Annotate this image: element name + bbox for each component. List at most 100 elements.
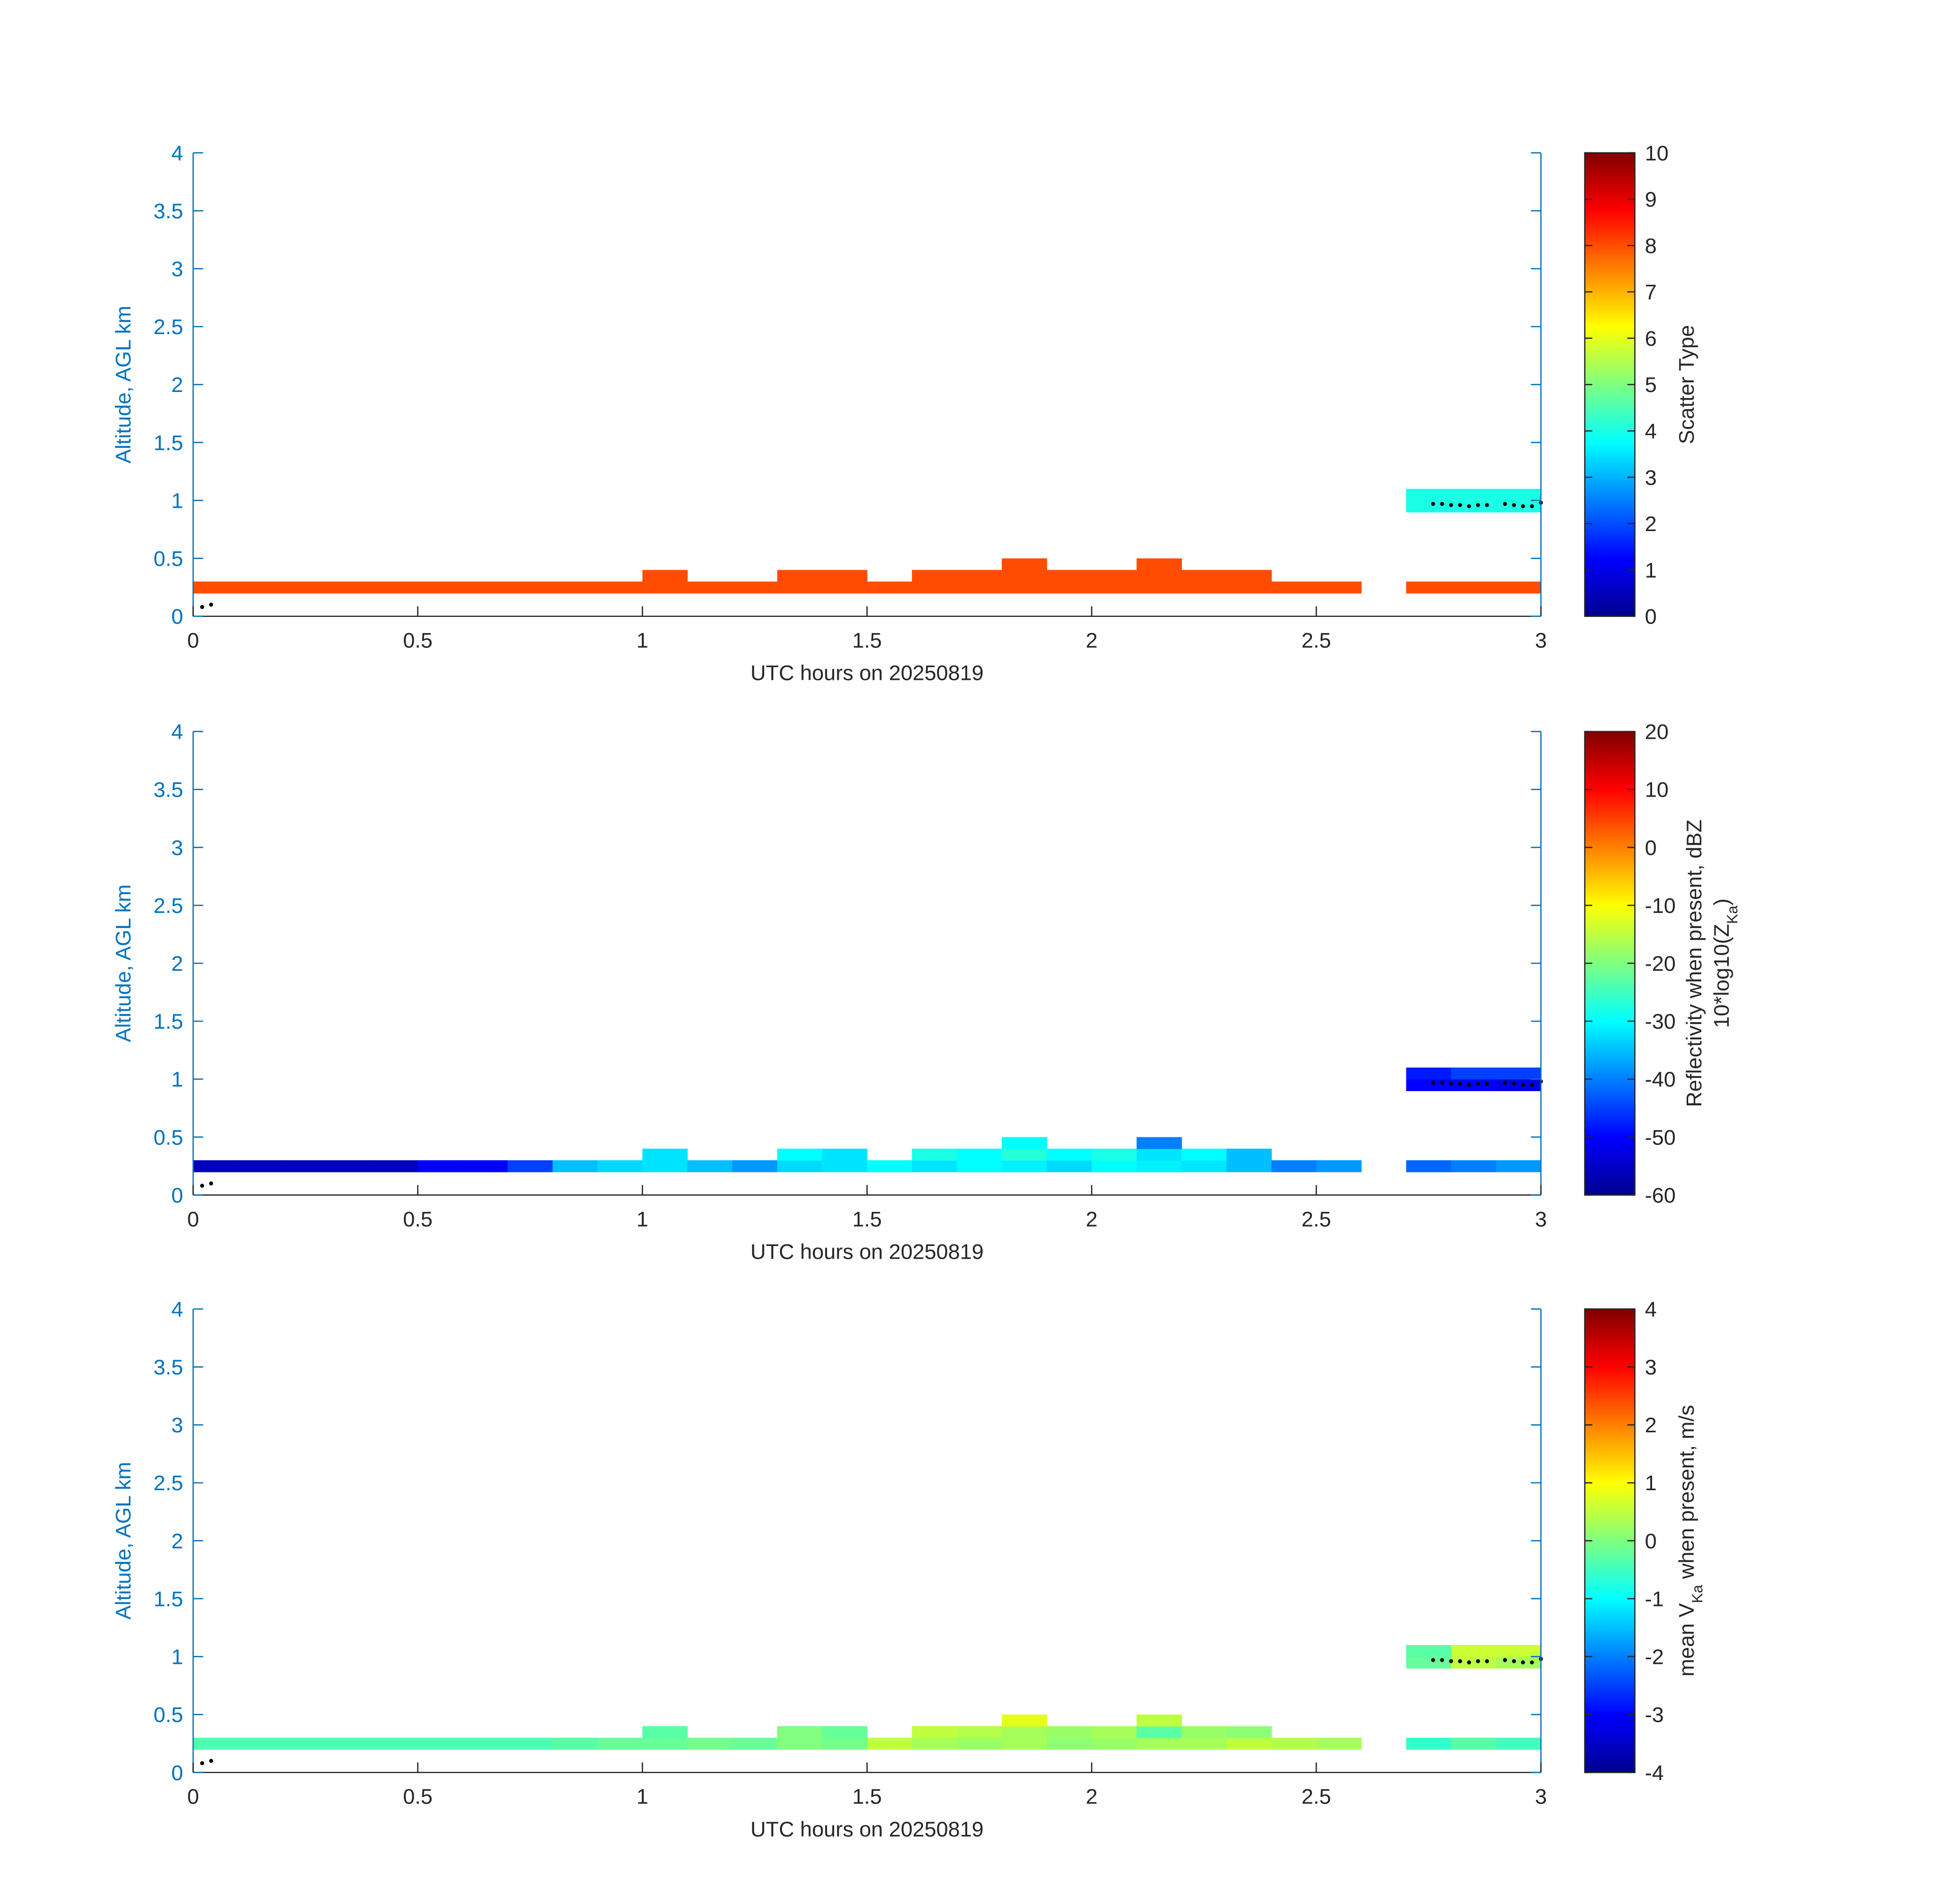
cell — [1092, 1726, 1137, 1738]
cell — [507, 581, 553, 594]
y-tick-label: 0.5 — [153, 1703, 183, 1727]
cell — [912, 1737, 958, 1750]
y-tick-label: 3 — [171, 836, 183, 860]
cell — [1092, 1737, 1137, 1750]
colorbar-label-part: Reflectivity when present, dBZ — [1682, 819, 1706, 1107]
colorbar-label-part: 10*log10(Z — [1709, 924, 1733, 1028]
colorbar-label-part: mean V — [1674, 1603, 1698, 1677]
y-tick-label: 0 — [171, 605, 183, 629]
colorbar-label: Scatter Type — [1674, 325, 1698, 444]
colorbar-tick-label: 6 — [1645, 326, 1657, 350]
cell — [1226, 1148, 1272, 1161]
cell — [1316, 1737, 1362, 1750]
cell — [642, 1148, 688, 1161]
colorbar-label-part: Ka — [1724, 905, 1741, 924]
cell — [238, 1160, 284, 1172]
colorbar-label-part: Ka — [1689, 1585, 1706, 1603]
colorbar-tick-label: -40 — [1645, 1067, 1676, 1091]
cell — [642, 570, 688, 582]
cell — [1451, 488, 1497, 501]
dot — [1530, 504, 1534, 508]
x-axis-label: UTC hours on 20250819 — [750, 1239, 983, 1263]
dot — [1440, 1658, 1444, 1662]
cell — [822, 1737, 868, 1750]
colorbar-tick-label: -50 — [1645, 1125, 1676, 1149]
dot — [1511, 503, 1516, 507]
x-axis-label: UTC hours on 20250819 — [750, 1817, 983, 1841]
cell — [777, 1737, 822, 1750]
cell — [597, 1737, 643, 1750]
y-tick-label: 2 — [171, 951, 183, 975]
dot — [1485, 503, 1489, 507]
dot — [1440, 502, 1444, 506]
x-tick-label: 1.5 — [852, 1207, 882, 1231]
cell — [1496, 581, 1541, 594]
dot — [209, 603, 213, 607]
cell — [1092, 1148, 1137, 1161]
cell — [957, 1148, 1002, 1161]
cell — [1136, 1160, 1182, 1172]
cell — [1002, 1737, 1047, 1750]
cell — [957, 581, 1002, 594]
cell — [1451, 1067, 1497, 1080]
cell — [1226, 1160, 1272, 1172]
cell — [1181, 1160, 1227, 1172]
cell — [1046, 1726, 1092, 1738]
y-tick-label: 1.5 — [153, 1587, 183, 1611]
colorbar-tick-label: 3 — [1645, 466, 1657, 489]
y-tick-label: 2.5 — [153, 315, 183, 339]
cell — [912, 570, 958, 582]
colorbar-tick-label: 4 — [1645, 1297, 1657, 1321]
cell — [1226, 581, 1272, 594]
cell — [417, 1737, 464, 1750]
dot — [1458, 1081, 1462, 1086]
cell — [1136, 1737, 1182, 1750]
dot — [1449, 1081, 1454, 1086]
cell — [867, 581, 912, 594]
cell — [1002, 1726, 1047, 1738]
x-tick-label: 0 — [187, 1207, 199, 1231]
cell — [193, 581, 239, 594]
cell — [238, 581, 284, 594]
cell — [238, 1737, 284, 1750]
dot — [200, 1184, 205, 1188]
y-tick-label: 0.5 — [153, 547, 183, 571]
cell — [1316, 1160, 1362, 1172]
cell — [327, 581, 374, 594]
y-tick-label: 4 — [171, 720, 183, 744]
cell — [777, 1726, 822, 1738]
cell — [1406, 1645, 1452, 1657]
cell — [1496, 500, 1541, 513]
cell — [1046, 1160, 1092, 1172]
cell — [1002, 1160, 1047, 1172]
dot — [1521, 1660, 1525, 1665]
x-tick-label: 0.5 — [403, 628, 433, 652]
y-tick-label: 1 — [171, 488, 183, 512]
y-tick-label: 2 — [171, 373, 183, 397]
y-axis-label: Altitude, AGL km — [111, 884, 135, 1042]
x-axis-label: UTC hours on 20250819 — [750, 661, 983, 685]
cell — [1002, 1137, 1047, 1150]
colorbar-tick-label: 7 — [1645, 280, 1657, 304]
cell — [417, 1160, 464, 1172]
x-tick-label: 0.5 — [403, 1207, 433, 1231]
y-axis-label: Altitude, AGL km — [111, 1462, 135, 1620]
dot — [1440, 1080, 1444, 1085]
cell — [732, 581, 778, 594]
dot — [209, 1181, 213, 1186]
colorbar-label-part: when present, m/s — [1674, 1405, 1698, 1585]
x-tick-label: 1.5 — [852, 1785, 882, 1809]
y-tick-label: 2 — [171, 1529, 183, 1553]
cell — [1271, 1737, 1317, 1750]
colorbar-tick-label: -1 — [1645, 1587, 1664, 1611]
cell — [1496, 1656, 1541, 1669]
y-tick-label: 2.5 — [153, 1471, 183, 1495]
dot — [209, 1759, 213, 1763]
cell — [1046, 570, 1092, 582]
cell — [912, 1160, 958, 1172]
cell — [1496, 1737, 1541, 1750]
dot — [1530, 1660, 1534, 1665]
cell — [1002, 581, 1047, 594]
cell — [687, 1160, 733, 1172]
x-tick-label: 0 — [187, 1785, 199, 1809]
